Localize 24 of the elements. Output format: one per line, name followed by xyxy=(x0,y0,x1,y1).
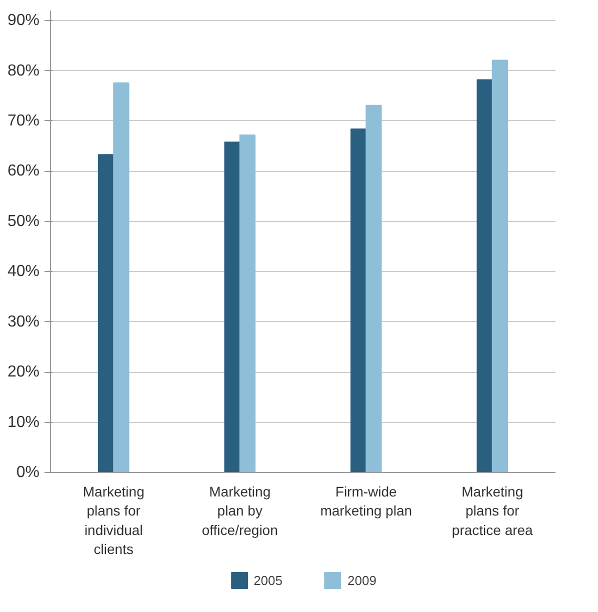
x-tick-label: Firm-wide marketing plan xyxy=(320,484,412,519)
x-tick-label: Marketing plans for individual clients xyxy=(82,484,144,558)
y-tick-label: 0% xyxy=(16,464,40,481)
legend-label: 2005 xyxy=(254,572,282,588)
bar xyxy=(476,79,493,472)
bar xyxy=(492,60,508,472)
y-tick-label: 10% xyxy=(7,414,40,431)
bar xyxy=(113,82,130,472)
bar xyxy=(98,154,114,472)
y-tick-label: 20% xyxy=(7,364,40,381)
bar xyxy=(350,128,367,472)
legend-label: 2009 xyxy=(348,572,376,588)
y-tick-label: 60% xyxy=(7,162,40,180)
y-tick-label: 30% xyxy=(7,313,40,330)
bar xyxy=(224,142,240,472)
y-tick-label: 80% xyxy=(7,62,40,80)
y-tick-label: 50% xyxy=(7,212,40,230)
y-tick-label: 90% xyxy=(7,12,40,30)
y-tick-label: 70% xyxy=(7,112,40,130)
x-tick-label: Marketing plans for practice area xyxy=(452,484,534,538)
y-tick-label: 40% xyxy=(7,263,40,280)
bar xyxy=(239,134,256,472)
bar xyxy=(366,104,382,472)
x-tick-label: Marketing plan by office/region xyxy=(202,484,278,538)
